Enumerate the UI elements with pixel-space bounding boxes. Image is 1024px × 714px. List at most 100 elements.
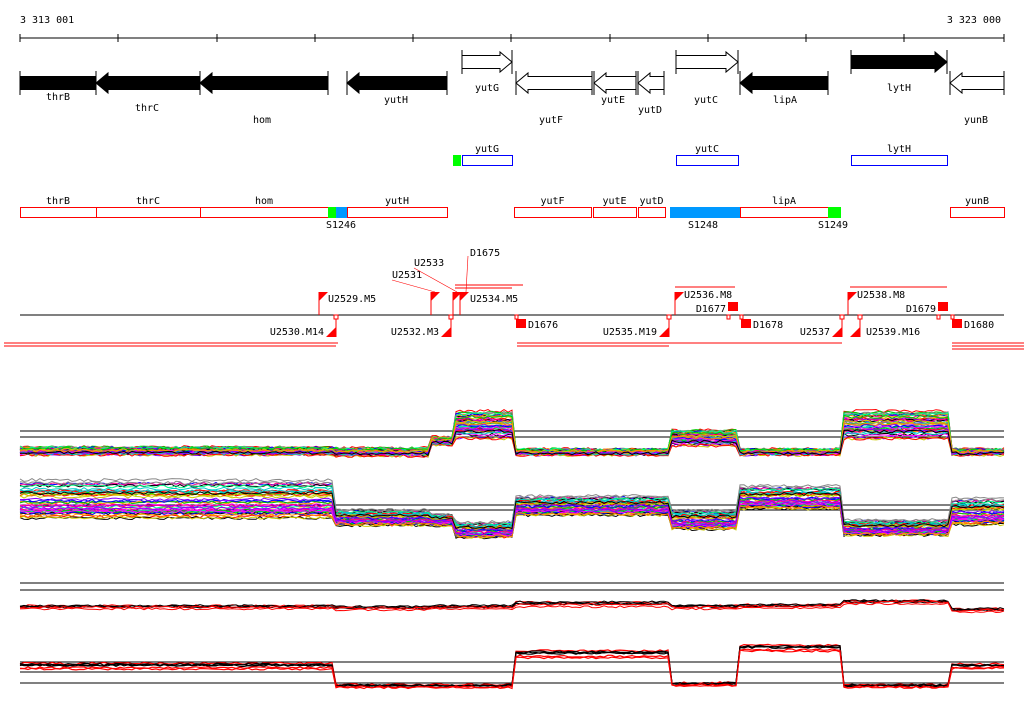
label-leader-line [465, 255, 469, 293]
terminator-marker [936, 314, 941, 320]
terminator-label: D1678 [753, 320, 783, 331]
upshift-flag-icon [460, 292, 469, 301]
downshift-label: U2537 [800, 327, 830, 338]
reverse-unit-label: yutH [385, 196, 409, 207]
gene-thrB: thrB [19, 71, 97, 103]
gene-label: hom [253, 115, 271, 126]
upshift-label: U2533 [414, 258, 444, 269]
upshift-label: U2536.M8 [684, 290, 732, 301]
expression-profile-line [19, 602, 1005, 614]
site-marker [328, 207, 336, 218]
terminator-label: D1677 [696, 304, 726, 315]
gene-label: yunB [964, 115, 988, 126]
gene-label: yutH [384, 95, 408, 106]
shift-marker [666, 314, 672, 320]
coordinate-ruler: 3 313 001 3 323 000 [19, 15, 1005, 42]
reverse-arrow-icon [199, 71, 329, 95]
upshift-label: U2534.M5 [470, 294, 518, 305]
ruler-ticks [19, 34, 1005, 42]
gene-yutC: yutC [675, 50, 739, 106]
upshift-flag-icon [675, 292, 684, 301]
reverse-unit-yunB [950, 207, 1005, 218]
reverse-unit-label: yutE [602, 196, 626, 207]
expression-profile-line [20, 482, 1005, 526]
reverse-arrow-icon [515, 71, 593, 95]
reverse-unit-hom [200, 207, 329, 218]
site-marker [336, 207, 347, 218]
label-leader-line [391, 279, 436, 293]
forward-unit-yutC [676, 155, 739, 166]
reverse-unit-label: thrB [46, 196, 70, 207]
reverse-unit-lipA [740, 207, 829, 218]
forward-unit-label: yutC [695, 144, 719, 155]
gene-yutF: yutF [515, 71, 593, 126]
expression-profile-line [19, 648, 1005, 689]
shift-marker [333, 314, 339, 320]
upshift-label: U2529.M5 [328, 294, 376, 305]
label-leader-line [413, 267, 458, 293]
site-marker [828, 207, 841, 218]
expression-profile-line [19, 481, 1005, 526]
reverse-arrow-icon [95, 71, 201, 95]
gene-yunB: yunB [949, 71, 1005, 126]
terminator-label: D1679 [906, 304, 936, 315]
reverse-arrow-icon [739, 71, 829, 95]
forward-unit-lytH [851, 155, 948, 166]
gene-yutD: yutD [637, 71, 665, 116]
downshift-flag-icon [659, 327, 669, 337]
terminator-marker [514, 314, 519, 320]
shift-marker [448, 314, 454, 320]
terminator-label: D1675 [470, 248, 500, 259]
reverse-unit-label: yutF [540, 196, 564, 207]
gene-hom: hom [199, 71, 329, 126]
downshift-flag-icon [850, 327, 860, 337]
gene-label: thrB [46, 92, 70, 103]
terminator-icon [516, 319, 526, 328]
forward-unit-track: yutG yutC lytH [453, 144, 948, 166]
reverse-unit-thrC [96, 207, 201, 218]
expression-profile-line [19, 429, 1005, 457]
forward-arrow-icon [850, 50, 948, 74]
gene-label: lipA [773, 95, 797, 106]
site-marker [670, 207, 740, 218]
terminator-icon [728, 302, 738, 311]
shift-marker [857, 314, 863, 320]
expression-profile-line [19, 501, 1005, 536]
reverse-unit-yutD [638, 207, 666, 218]
upshift-flag-icon [431, 292, 440, 301]
gene-label: yutF [539, 115, 563, 126]
upshift-label: U2531 [392, 270, 422, 281]
terminator-marker [726, 314, 731, 320]
terminator-label: D1676 [528, 320, 558, 331]
expression-profile-line [19, 599, 1005, 611]
downshift-flag-icon [832, 327, 842, 337]
downshift-label: U2539.M16 [866, 327, 920, 338]
gene-yutE: yutE [593, 71, 637, 106]
reverse-unit-track: thrB thrC hom yutH yutF yutE yutD lipA yunB S1246… [20, 196, 1005, 231]
forward-unit-yutG [462, 155, 513, 166]
downshift-flag-icon [326, 327, 336, 337]
downshift-label: U2532.M3 [391, 327, 439, 338]
gene-label: thrC [135, 103, 159, 114]
reverse-unit-thrB [20, 207, 97, 218]
gene-label: yutC [694, 95, 718, 106]
terminator-icon [938, 302, 948, 311]
gene-label: lytH [887, 83, 911, 94]
reverse-unit-yutH [347, 207, 448, 218]
gene-thrC: thrC [95, 71, 201, 114]
terminator-marker [739, 314, 744, 320]
forward-arrow-icon [675, 50, 739, 74]
ruler-end-label: 3 323 000 [947, 15, 1001, 26]
reverse-arrow-icon [593, 71, 637, 95]
reverse-unit-label: thrC [136, 196, 160, 207]
forward-unit-label: lytH [887, 144, 911, 155]
reverse-unit-yutF [514, 207, 592, 218]
expression-profile-line [19, 600, 1005, 612]
downshift-label: U2535.M19 [603, 327, 657, 338]
expression-profile-line [19, 491, 1005, 530]
expression-profile-line [19, 505, 1005, 538]
site-label: S1246 [326, 220, 356, 231]
reverse-arrow-icon [637, 71, 665, 95]
reverse-arrow-icon [19, 76, 97, 90]
